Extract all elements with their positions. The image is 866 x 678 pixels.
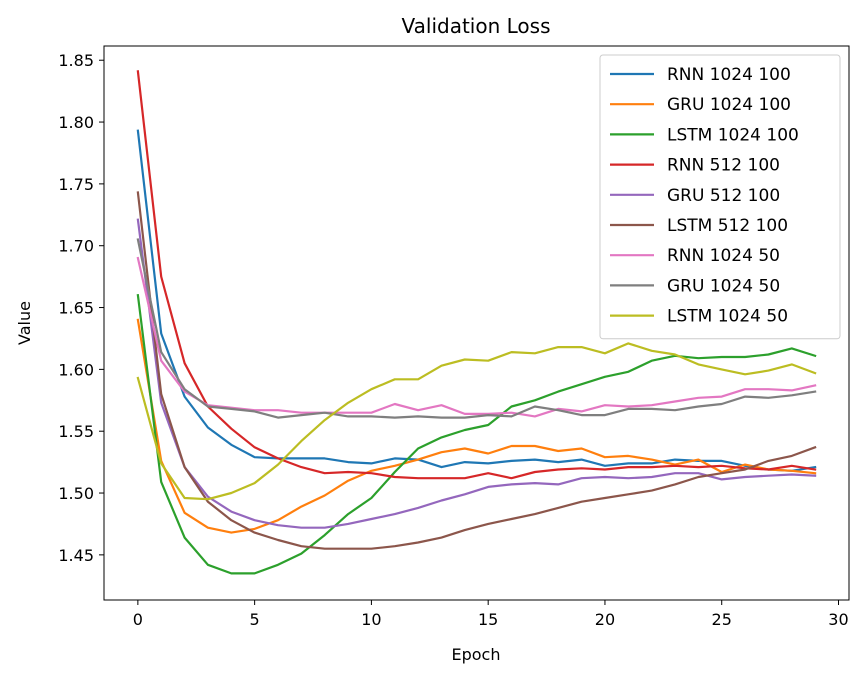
y-tick-label: 1.60 [58,360,94,379]
y-tick-label: 1.55 [58,422,94,441]
y-axis: 1.45 1.50 1.55 1.60 1.65 1.70 1.75 1.80 1.85 [58,51,104,565]
x-tick-label: 0 [133,610,143,629]
x-tick-label: 20 [595,610,615,629]
series-line-6 [136,256,817,418]
legend-label: RNN 1024 100 [667,65,791,85]
x-tick-label: 25 [712,610,732,629]
legend-box [599,54,841,340]
x-axis-label: Epoch [452,645,501,664]
series-line-5 [136,191,817,550]
legend-label: RNN 1024 50 [667,246,780,266]
y-tick-label: 1.85 [58,51,94,70]
series-lines [136,70,817,575]
y-tick-label: 1.75 [58,175,94,194]
x-tick-label: 30 [828,610,848,629]
legend-label: RNN 512 100 [667,156,780,176]
series-line-3 [136,70,817,480]
y-axis-label: Value [15,301,34,345]
series-line-4 [136,218,817,529]
series-line-1 [136,318,817,534]
x-tick-label: 10 [361,610,381,629]
y-tick-label: 1.65 [58,299,94,318]
series-line-7 [136,238,817,419]
legend-label: LSTM 1024 50 [667,307,788,327]
x-tick-label: 15 [478,610,498,629]
legend-label: GRU 1024 100 [667,95,791,115]
chart-title: Validation Loss [402,14,551,38]
y-tick-label: 1.70 [58,237,94,256]
plot-frame [103,45,850,601]
y-tick-label: 1.45 [58,546,94,565]
y-tick-label: 1.50 [58,484,94,503]
legend-label: LSTM 512 100 [667,216,788,236]
series-line-8 [136,342,817,501]
y-tick-label: 1.80 [58,113,94,132]
legend-label: GRU 512 100 [667,186,780,206]
legend-label: GRU 1024 50 [667,276,780,296]
series-line-2 [136,293,817,575]
x-axis: 0 5 10 15 20 25 30 [133,600,849,629]
legend-label: LSTM 1024 100 [667,125,799,145]
x-tick-label: 5 [250,610,260,629]
legend: RNN 1024 100 GRU 1024 100 LSTM 1024 100 RNN… [599,54,841,340]
